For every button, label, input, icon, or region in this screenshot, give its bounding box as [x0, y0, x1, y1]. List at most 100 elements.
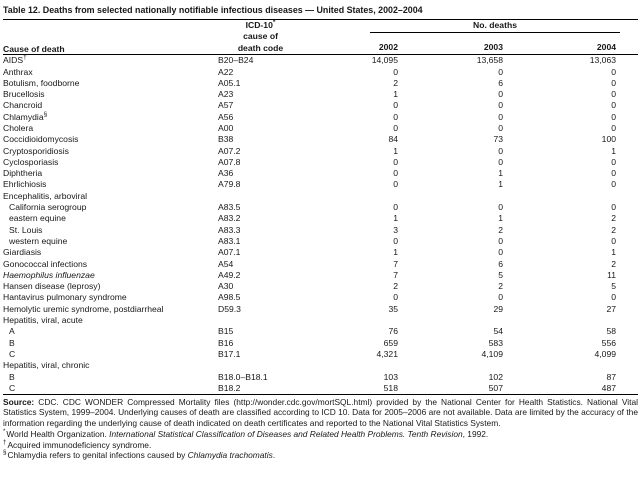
value-cell-2003: 1	[498, 168, 503, 179]
value-cell-2004: 487	[601, 382, 617, 393]
value-cell-2004: 2	[611, 213, 617, 224]
document-page: Table 12. Deaths from selected nationall…	[3, 3, 639, 460]
cause-label: Cholera	[3, 123, 34, 133]
code-cell: D59.3	[218, 303, 241, 314]
value-cell-2004: 2	[611, 224, 617, 235]
cause-cell: Anthrax	[3, 67, 218, 78]
footnote-segment: Chlamydia trachomatis	[187, 449, 273, 460]
value-cell-2002: 0	[393, 202, 398, 213]
footnote-segment: Acquired immunodeficiency syndrome.	[7, 439, 152, 450]
value-cell-2004	[503, 315, 638, 326]
value-cell-2003: 0	[498, 123, 503, 133]
value-cell-2003: 1	[498, 213, 503, 224]
value-cell-2004: 0	[611, 156, 617, 167]
table-row: A B15 76 54 58	[3, 326, 638, 337]
table-row: AIDS† B20–B24 14,095 13,658 13,063	[3, 55, 638, 67]
cause-cell: Gonococcal infections	[3, 259, 218, 270]
value-cell-2002: 7	[393, 269, 398, 280]
source-text: CDC. CDC WONDER Compressed Mortality fil…	[3, 397, 638, 428]
cause-cell: Encephalitis, arboviral	[3, 191, 218, 202]
code-cell: A36	[218, 168, 234, 179]
value-cell-2002: 518	[383, 382, 398, 393]
footnote-segment: .	[272, 449, 276, 460]
table-header: Cause of death ICD-10* cause of death co…	[3, 19, 639, 56]
year-header-2003: 2003	[398, 37, 503, 56]
value-cell-2002: 84	[388, 134, 398, 145]
table-row: C B17.1 4,321 4,109 4,099	[3, 349, 638, 360]
value-cell-2002: 0	[393, 179, 398, 190]
code-header-line3: death code	[237, 42, 284, 53]
table-row: Hepatitis, viral, chronic	[3, 360, 638, 371]
cause-cell: C	[3, 383, 218, 395]
cause-cell: Brucellosis	[3, 89, 218, 100]
cause-label: C	[9, 382, 16, 393]
value-cell-2003: 4,109	[481, 348, 503, 359]
column-header-cause: Cause of death	[3, 20, 218, 56]
value-cell-2003: 2	[498, 281, 503, 292]
value-cell-2003: 29	[493, 303, 503, 314]
column-group-header: No. deaths	[303, 20, 638, 38]
cause-label: Cyclosporiasis	[3, 156, 59, 167]
value-cell-2002: 7	[393, 258, 398, 269]
cause-cell: Cryptosporidiosis	[3, 146, 218, 157]
cause-label: Gonococcal infections	[3, 258, 88, 269]
value-cell-2002	[303, 191, 398, 202]
code-cell	[218, 191, 303, 202]
cause-cell: C	[3, 349, 218, 360]
value-cell-2004: 0	[611, 235, 617, 246]
value-cell-2002: 76	[388, 326, 398, 337]
table-row: Haemophilus influenzae A49.2 7 5 11	[3, 270, 638, 281]
table-row: Diphtheria A36 0 1 0	[3, 168, 638, 179]
cause-label: B	[9, 371, 15, 382]
value-cell-2003: 583	[488, 337, 503, 348]
code-cell: A83.1	[218, 235, 241, 246]
value-cell-2002	[303, 315, 398, 326]
footnote-segment: World Health Organization.	[6, 429, 110, 440]
value-cell-2002: 14,095	[371, 55, 398, 66]
code-cell: A54	[218, 258, 234, 269]
code-header-line1: ICD-10	[245, 20, 273, 30]
value-cell-2002: 659	[383, 337, 398, 348]
value-cell-2004	[503, 191, 638, 202]
code-cell: A07.1	[218, 247, 241, 258]
code-cell: A57	[218, 100, 234, 111]
value-cell-2004: 1	[611, 247, 617, 258]
value-cell-2002: 0	[393, 123, 398, 133]
value-cell-2002: 0	[393, 100, 398, 111]
value-cell-2003: 0	[498, 111, 503, 122]
value-cell-2002: 0	[393, 235, 398, 246]
value-cell-2003	[398, 360, 503, 371]
cause-cell: Haemophilus influenzae	[3, 270, 218, 281]
footnote: §Chlamydia refers to genital infections …	[3, 450, 638, 460]
cause-label: Haemophilus influenzae	[3, 269, 95, 280]
value-cell-2003: 6	[498, 258, 503, 269]
code-cell: A98.5	[218, 292, 241, 303]
cause-label: A	[9, 326, 15, 337]
table-row: Chancroid A57 0 0 0	[3, 100, 638, 111]
value-cell-2004: 1	[611, 145, 617, 156]
value-cell-2004: 27	[606, 303, 617, 314]
cause-label: C	[9, 348, 16, 359]
value-cell-2002: 0	[393, 111, 398, 122]
cause-cell: Chlamydia§	[3, 111, 218, 123]
value-cell-2002: 0	[393, 168, 398, 179]
code-cell: B16	[218, 337, 234, 348]
code-cell: B17.1	[218, 348, 241, 359]
cause-label: Encephalitis, arboviral	[3, 190, 88, 201]
cause-cell: A	[3, 326, 218, 337]
value-cell-2004: 0	[611, 100, 617, 111]
value-cell-2004: 0	[611, 179, 617, 190]
table-row: Anthrax A22 0 0 0	[3, 67, 638, 78]
cause-cell: Coccidioidomycosis	[3, 134, 218, 145]
value-cell-2003: 0	[498, 100, 503, 111]
no-deaths-group-label: No. deaths	[370, 20, 621, 33]
cause-label: Chlamydia	[3, 111, 44, 122]
value-cell-2003: 5	[498, 269, 503, 280]
code-cell: A00	[218, 123, 234, 133]
value-cell-2004: 11	[607, 269, 617, 280]
footnote-marker: †	[23, 54, 27, 62]
table-title: Table 12. Deaths from selected nationall…	[3, 3, 638, 20]
cause-cell: St. Louis	[3, 225, 218, 236]
cause-cell: Hansen disease (leprosy)	[3, 281, 218, 292]
cause-label: Anthrax	[3, 66, 33, 77]
